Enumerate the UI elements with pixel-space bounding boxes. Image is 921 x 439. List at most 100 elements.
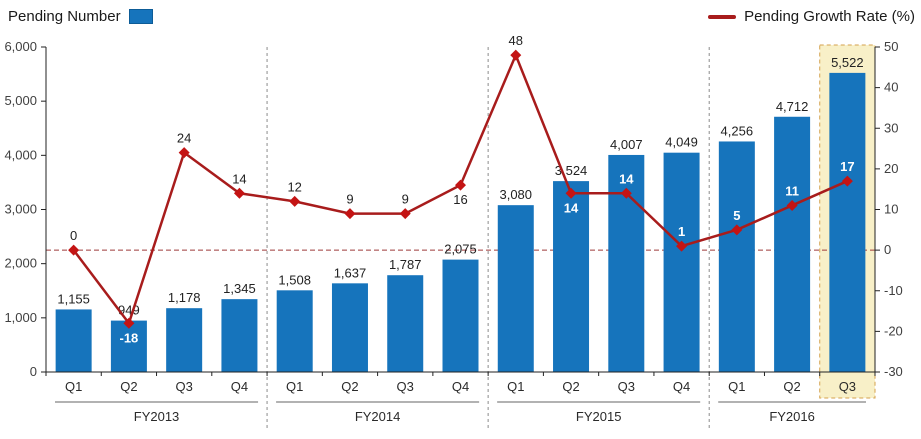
bar-value-label: 4,712 — [776, 99, 809, 114]
growth-point — [565, 187, 577, 199]
growth-value-label: 14 — [232, 171, 246, 186]
bar-value-label: 4,007 — [610, 137, 643, 152]
growth-point — [123, 317, 135, 329]
bar-1,787 — [387, 275, 424, 372]
x-axis-quarter-label: Q4 — [452, 379, 469, 394]
growth-value-label: 0 — [70, 228, 77, 243]
bar-value-label: 1,787 — [389, 257, 422, 272]
fy-group-label: FY2015 — [576, 409, 622, 424]
x-axis-quarter-label: Q3 — [618, 379, 635, 394]
left-axis-tick-label: 6,000 — [4, 39, 37, 54]
bar-4,712 — [774, 116, 811, 373]
x-axis-quarter-label: Q2 — [783, 379, 800, 394]
right-axis-tick-label: 30 — [884, 120, 898, 135]
growth-point — [289, 195, 301, 207]
line-series-swatch — [708, 14, 737, 19]
legend-growth-rate: Pending Growth Rate (%) — [708, 8, 915, 25]
bar-value-label: 1,345 — [223, 281, 256, 296]
x-axis-quarter-label: Q1 — [728, 379, 745, 394]
growth-value-label: 9 — [402, 192, 409, 207]
bar-949 — [110, 320, 147, 372]
growth-value-label: 14 — [619, 171, 634, 186]
growth-value-label: 24 — [177, 131, 191, 146]
bar-1,345 — [221, 299, 258, 372]
x-axis-quarter-label: Q2 — [120, 379, 137, 394]
x-axis-quarter-label: Q3 — [175, 379, 192, 394]
bar-1,178 — [166, 308, 203, 372]
bar-value-label: 1,637 — [334, 265, 367, 280]
legend-pending-number-label: Pending Number — [8, 8, 121, 25]
growth-value-label: 48 — [509, 33, 523, 48]
growth-point — [620, 187, 632, 199]
growth-point — [233, 187, 245, 199]
left-axis-tick-label: 1,000 — [4, 310, 37, 325]
bar-series-swatch — [128, 9, 153, 24]
growth-value-label: 9 — [346, 192, 353, 207]
growth-value-label: 11 — [785, 183, 799, 198]
growth-point — [399, 208, 411, 220]
left-axis-tick-label: 5,000 — [4, 93, 37, 108]
x-axis-quarter-label: Q2 — [341, 379, 358, 394]
right-axis-tick-label: -30 — [884, 364, 903, 379]
bar-4,007 — [608, 154, 645, 372]
bar-value-label: 3,080 — [499, 187, 532, 202]
bar-value-label: 1,155 — [57, 291, 90, 306]
growth-value-label: -18 — [120, 330, 139, 345]
fy-group-label: FY2014 — [355, 409, 401, 424]
bar-4,049 — [663, 152, 700, 372]
right-axis-tick-label: -10 — [884, 283, 903, 298]
growth-value-label: 5 — [733, 208, 740, 223]
growth-point — [841, 175, 853, 187]
growth-value-label: 1 — [678, 224, 685, 239]
growth-point — [676, 240, 688, 252]
bar-value-label: 949 — [118, 303, 140, 318]
bar-value-label: 4,256 — [721, 123, 754, 138]
growth-value-label: 14 — [564, 200, 579, 215]
growth-point — [786, 199, 798, 211]
growth-point — [68, 244, 80, 256]
legend-growth-rate-label: Pending Growth Rate (%) — [744, 8, 915, 25]
growth-point — [455, 179, 466, 191]
bar-3,080 — [497, 205, 534, 372]
growth-point — [178, 147, 190, 159]
growth-point — [510, 49, 522, 61]
bar-value-label: 1,508 — [278, 272, 311, 287]
left-axis-tick-label: 0 — [30, 364, 37, 379]
right-axis-tick-label: 50 — [884, 39, 898, 54]
bar-1,155 — [55, 309, 92, 372]
bar-5,522 — [829, 72, 866, 373]
growth-value-label: 16 — [453, 192, 467, 207]
growth-point — [344, 208, 356, 220]
right-axis-tick-label: 10 — [884, 202, 898, 217]
legend-pending-number: Pending Number — [8, 8, 153, 25]
x-axis-quarter-label: Q3 — [839, 379, 856, 394]
growth-value-label: 12 — [287, 179, 301, 194]
bar-4,256 — [718, 141, 755, 372]
bar-1,508 — [276, 290, 313, 372]
x-axis-quarter-label: Q1 — [286, 379, 303, 394]
left-axis-tick-label: 2,000 — [4, 256, 37, 271]
x-axis-quarter-label: Q4 — [231, 379, 248, 394]
right-axis-tick-label: -20 — [884, 323, 903, 338]
bar-value-label: 1,178 — [168, 290, 201, 305]
x-axis-quarter-label: Q1 — [507, 379, 524, 394]
bar-value-label: 2,075 — [444, 242, 477, 257]
x-axis-quarter-label: Q2 — [562, 379, 579, 394]
fy-group-label: FY2016 — [769, 409, 815, 424]
bar-3,524 — [553, 181, 590, 372]
bar-value-label: 5,522 — [831, 55, 864, 70]
fy-group-label: FY2013 — [134, 409, 180, 424]
growth-point — [731, 224, 743, 236]
right-axis-tick-label: 40 — [884, 80, 898, 95]
bar-value-label: 4,049 — [665, 135, 698, 150]
x-axis-quarter-label: Q1 — [65, 379, 82, 394]
right-axis-tick-label: 0 — [884, 242, 891, 257]
bar-1,637 — [331, 283, 368, 372]
x-axis-quarter-label: Q4 — [673, 379, 690, 394]
left-axis-tick-label: 3,000 — [4, 202, 37, 217]
bar-2,075 — [442, 259, 479, 372]
right-axis-tick-label: 20 — [884, 161, 898, 176]
left-axis-tick-label: 4,000 — [4, 147, 37, 162]
